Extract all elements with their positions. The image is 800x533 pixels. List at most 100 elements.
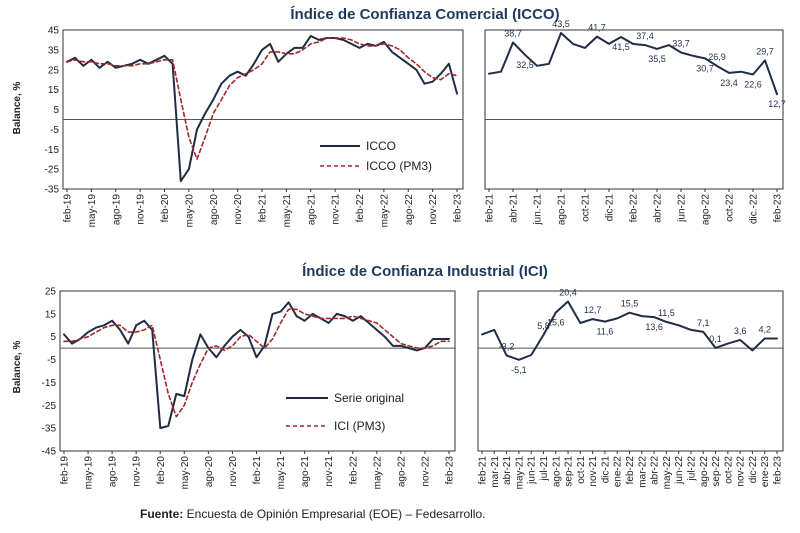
icco-zoom-data-label: 22,6 — [744, 80, 762, 90]
icco-ytick-label: 15 — [48, 85, 60, 96]
icco-zoom-xtick-label: feb-21 — [485, 194, 496, 223]
ici-zoom-xtick-label: feb-21 — [478, 456, 489, 485]
icco-zoom-xtick-label: dic-21 — [605, 194, 616, 222]
ici-xtick-label: ago-22 — [396, 456, 407, 488]
icco-xtick-label: ago-21 — [306, 194, 317, 226]
icco-zoom-data-label: 26,9 — [708, 52, 726, 62]
icco-xtick-label: feb-19 — [63, 194, 74, 223]
icco-xtick-label: feb-20 — [160, 194, 171, 223]
icco-xtick-label: ago-22 — [404, 194, 415, 226]
ici-zoom-data-label: 7,1 — [697, 318, 710, 328]
icco-zoom-xtick-label: abr-21 — [509, 194, 520, 223]
icco-zoom-data-label: 37,4 — [636, 31, 654, 41]
ici-zoom-xtick-label: jun-21 — [527, 456, 538, 485]
icco-zoom-xtick-label: abr-22 — [653, 194, 664, 223]
icco-xtick-label: ago-19 — [111, 194, 122, 226]
icco-zoom-xtick-label: jun.-21 — [533, 194, 544, 226]
icco-series-pm3-line — [66, 37, 458, 160]
ici-ytick-label: -15 — [42, 378, 57, 389]
ici-xtick-label: ago-21 — [300, 456, 311, 488]
icco-xtick-label: ago-20 — [209, 194, 220, 226]
icco-title: Índice de Confianza Comercial (ICCO) — [290, 6, 559, 23]
ici-zoom-data-label: -5,1 — [511, 365, 527, 375]
ici-zoom-data-label: 11,6 — [596, 327, 613, 337]
icco-xtick-label: feb-22 — [355, 194, 366, 223]
ici-zoom-series-main-line — [481, 300, 778, 361]
icco-zoom-xtick-label: dic.-22 — [749, 194, 760, 224]
icco-zoom-data-label: 12,7 — [768, 99, 786, 109]
ici-zoom-xtick-label: sep-21 — [564, 456, 575, 487]
ici-ytick-label: -45 — [42, 447, 57, 458]
icco-zoom-xtick-label: ago-21 — [557, 194, 568, 226]
source-note: Fuente: Encuesta de Opinión Empresarial … — [140, 507, 485, 521]
ici-zoom-data-label: 3,6 — [734, 326, 747, 336]
icco-xtick-label: may-21 — [282, 194, 293, 228]
source-label: Fuente: — [140, 507, 184, 521]
ici-zoom-xtick-label: feb-22 — [625, 456, 636, 485]
icco-zoom-xtick-label: oct-22 — [725, 194, 736, 222]
icco-zoom-data-label: 43,5 — [552, 19, 570, 29]
icco-ytick-label: 25 — [48, 65, 60, 76]
ici-xtick-label: may-22 — [372, 456, 383, 490]
ici-zoom-xtick-label: ene-23 — [760, 456, 771, 488]
ici-xtick-label: feb-23 — [445, 456, 456, 485]
ici-zoom-data-label: 20,4 — [559, 288, 577, 298]
ici-legend-label: Serie original — [334, 391, 404, 405]
ici-xtick-label: may-20 — [180, 456, 191, 490]
ici-ylabel: Balance, % — [12, 340, 23, 393]
icco-ylabel: Balance, % — [12, 81, 23, 134]
icco-zoom-chart: feb-21 abr-21 jun.-21 ago-21 oct-21 dic-21 feb… — [484, 19, 786, 226]
icco-zoom-series-main-line — [488, 32, 778, 96]
icco-ytick-label: -25 — [45, 165, 60, 176]
icco-zoom-data-label: 33,7 — [672, 38, 690, 48]
icco-zoom-xtick-label: jun-22 — [677, 194, 688, 223]
icco-xtick-label: may-22 — [379, 194, 390, 228]
ici-zoom-xtick-label: ago-21 — [551, 456, 562, 488]
icco-ytick-label: 35 — [48, 45, 60, 56]
ici-xtick-label: ago-20 — [204, 456, 215, 488]
ici-zoom-xtick-label: jul-21 — [539, 456, 550, 482]
ici-zoom-xtick-label: jun-22 — [674, 456, 685, 485]
ici-xtick-label: nov-21 — [324, 456, 335, 487]
ici-zoom-xtick-label: nov-22 — [736, 456, 747, 487]
icco-zoom-data-label: 30,7 — [696, 63, 714, 73]
ici-zoom-data-label: 11,5 — [658, 308, 675, 318]
ici-xtick-label: nov-20 — [228, 456, 239, 487]
ici-xtick-label: may-19 — [84, 456, 95, 490]
ici-frame — [59, 290, 456, 452]
ici-xtick-label: feb-21 — [252, 456, 263, 485]
ici-ytick-label: 15 — [45, 309, 57, 320]
icco-zoom-frame — [484, 29, 784, 190]
ici-xtick-label: nov-19 — [132, 456, 143, 487]
icco-xtick-label: may-19 — [87, 194, 98, 228]
ici-zoom-chart: feb-21 mar-21 abr-21 may-21 jun-21 jul-21 ago-… — [477, 288, 784, 489]
icco-xtick-label: may-20 — [184, 194, 195, 228]
ici-series-main-line — [63, 301, 450, 430]
ici-zoom-xtick-label: ene-22 — [613, 456, 624, 488]
icco-zoom-data-label: 29,7 — [756, 46, 774, 56]
ici-ytick-label: 5 — [50, 332, 56, 343]
icco-xtick-label: nov-20 — [233, 194, 244, 225]
icco-ytick-label: -5 — [50, 125, 59, 136]
icco-zoom-xtick-label: feb-23 — [773, 194, 784, 223]
icco-zoom-xtick-label: ago-22 — [701, 194, 712, 226]
ici-ytick-label: 25 — [45, 287, 57, 298]
ici-zoom-data-label: 4,2 — [758, 325, 771, 335]
ici-xtick-label: feb-22 — [348, 456, 359, 485]
ici-zoom-xtick-label: mar-21 — [490, 456, 501, 488]
ici-xtick-label: feb-19 — [60, 456, 71, 485]
ici-zoom-data-label: 5,8 — [537, 321, 550, 331]
icco-xtick-label: nov-21 — [331, 194, 342, 225]
ici-zoom-xtick-label: nov-21 — [588, 456, 599, 487]
icco-xtick-label: nov-19 — [136, 194, 147, 225]
ici-xtick-label: nov-22 — [420, 456, 431, 487]
ici-zoom-xtick-label: abr-22 — [650, 456, 661, 485]
icco-zoom-data-label: 41,5 — [612, 42, 630, 52]
ici-zoom-data-label: 15,6 — [547, 317, 565, 327]
icco-zoom-data-label: 32,5 — [516, 60, 534, 70]
ici-legend-label: ICI (PM3) — [334, 419, 385, 433]
ici-zoom-xtick-label: feb-23 — [773, 456, 784, 485]
